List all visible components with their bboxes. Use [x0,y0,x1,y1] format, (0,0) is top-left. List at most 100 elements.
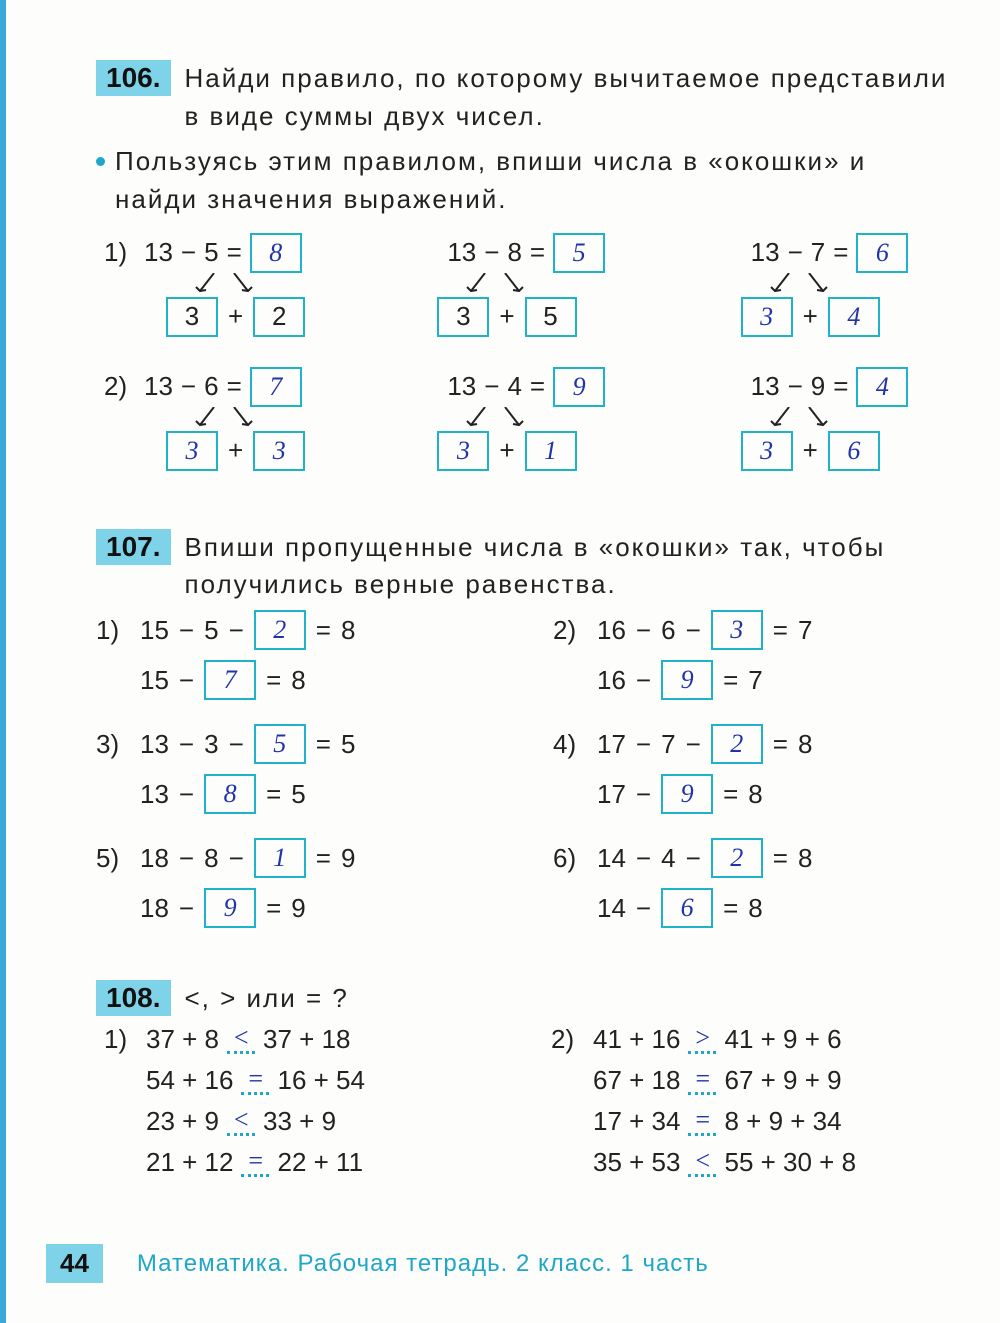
answer-box[interactable]: 1 [254,838,306,878]
answer-box[interactable]: 8 [250,233,302,273]
equals: = [530,371,545,402]
decomp-box[interactable]: 3 [166,431,218,471]
decomp-box[interactable]: 3 [741,297,793,337]
compare-answer[interactable]: < [227,1107,255,1136]
answer-box[interactable]: 9 [553,367,605,407]
decomp-box[interactable]: 4 [828,297,880,337]
expression-column: 1)13−5=83+2 [104,233,343,337]
operator: − [181,237,196,268]
problem-108: 108. <, > или = ? 1)37 + 8<37 + 1854 + 1… [96,980,950,1188]
plus: + [228,435,243,466]
split-arrows-icon [769,273,829,295]
equals: = [227,371,242,402]
equals: = [833,237,848,268]
answer-box[interactable]: 9 [204,888,256,928]
comparison-line: 35 + 53<55 + 30 + 8 [551,1147,950,1178]
split-arrows-icon [465,273,525,295]
operator: − [484,237,499,268]
lhs: 54 + 16 [146,1065,233,1096]
decomp-box[interactable]: 5 [525,297,577,337]
lhs: 67 + 18 [593,1065,680,1096]
answer-box[interactable]: 5 [254,724,306,764]
problem-text: Впиши пропущенные числа в «окошки» так, … [185,529,951,604]
comparison-line: 17 + 34=8 + 9 + 34 [551,1106,950,1137]
equals: = [530,237,545,268]
operand: 9 [811,371,825,402]
lhs: 17 + 34 [593,1106,680,1137]
equals: = [227,237,242,268]
answer-box[interactable]: 6 [856,233,908,273]
rhs: 16 + 54 [277,1065,364,1096]
expression-column: 13−9=43+6 [711,367,950,471]
page-footer: 44 Математика. Рабочая тетрадь. 2 класс.… [6,1244,1000,1283]
decomp-box[interactable]: 3 [253,431,305,471]
compare-answer[interactable]: = [241,1148,269,1177]
compare-answer[interactable]: < [227,1025,255,1054]
answer-box[interactable]: 7 [250,367,302,407]
plus: + [803,435,818,466]
operand: 6 [204,371,218,402]
equation-group: 3)13−3−5=513−8=5 [96,724,493,824]
problem-107: 107. Впиши пропущенные числа в «окошки» … [96,529,950,952]
answer-box[interactable]: 8 [204,774,256,814]
split-arrows-icon [465,407,525,429]
answer-box[interactable]: 2 [711,838,763,878]
operand: 13 [447,371,476,402]
page-number: 44 [46,1244,103,1283]
compare-answer[interactable]: > [688,1025,716,1054]
decomp-box[interactable]: 2 [253,297,305,337]
comparison-line: 1)37 + 8<37 + 18 [104,1024,503,1055]
problem-106: 106. Найди правило, по которому вычитаем… [96,60,950,501]
rhs: 67 + 9 + 9 [724,1065,841,1096]
problem-number-badge: 108. [96,980,171,1016]
split-arrows-icon [769,407,829,429]
plus: + [803,301,818,332]
equation-group: 6)14−4−2=814−6=8 [553,838,950,938]
compare-answer[interactable]: < [688,1148,716,1177]
lhs: 37 + 8 [146,1024,219,1055]
operand: 13 [447,237,476,268]
operand: 13 [751,237,780,268]
decomp-box[interactable]: 6 [828,431,880,471]
expression-column: 13−7 = 6 3 +4 [711,233,950,337]
compare-answer[interactable]: = [688,1066,716,1095]
decomp-box[interactable]: 3 [437,297,489,337]
expression-column: 13−8=53+5 [407,233,646,337]
lhs: 41 + 16 [593,1024,680,1055]
lhs: 23 + 9 [146,1106,219,1137]
operand: 5 [204,237,218,268]
operand: 4 [507,371,521,402]
operand: 7 [811,237,825,268]
expression-column: 2)13−6=73+3 [104,367,343,471]
lhs: 35 + 53 [593,1147,680,1178]
answer-box[interactable]: 3 [711,610,763,650]
workbook-page: 106. Найди правило, по которому вычитаем… [0,0,1000,1323]
plus: + [499,435,514,466]
equation-group: 5)18−8−1=918−9=9 [96,838,493,938]
answer-box[interactable]: 9 [661,774,713,814]
decomp-box[interactable]: 3 [741,431,793,471]
rhs: 33 + 9 [263,1106,336,1137]
answer-box[interactable]: 9 [661,660,713,700]
comparison-line: 54 + 16 = 16 + 54 [104,1065,503,1096]
operand: 13 [751,371,780,402]
operand: 8 [507,237,521,268]
compare-answer[interactable]: = [241,1066,269,1095]
plus: + [499,301,514,332]
equation-group: 4)17−7−2=817−9=8 [553,724,950,824]
answer-box[interactable]: 4 [856,367,908,407]
decomp-box[interactable]: 3 [437,431,489,471]
operator: − [788,237,803,268]
answer-box[interactable]: 6 [661,888,713,928]
comparison-line: 21 + 12=22 + 11 [104,1147,503,1178]
rhs: 22 + 11 [277,1147,363,1178]
decomp-box[interactable]: 3 [166,297,218,337]
compare-answer[interactable]: = [688,1107,716,1136]
answer-box[interactable]: 2 [711,724,763,764]
answer-box[interactable]: 7 [204,660,256,700]
answer-box[interactable]: 5 [553,233,605,273]
rhs: 37 + 18 [263,1024,350,1055]
answer-box[interactable]: 2 [254,610,306,650]
decomp-box[interactable]: 1 [525,431,577,471]
equals: = [833,371,848,402]
